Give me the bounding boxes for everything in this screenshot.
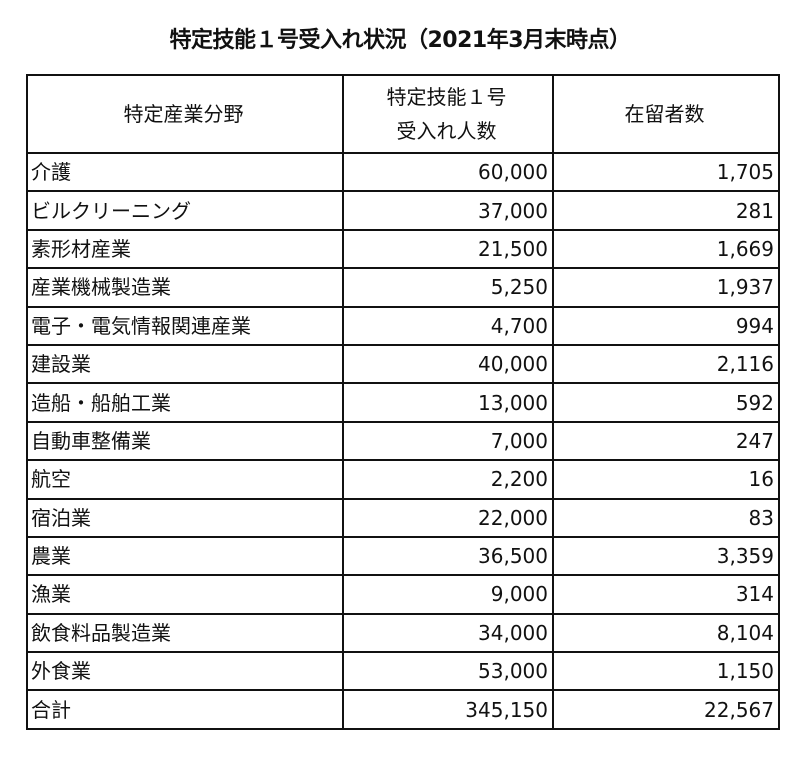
table-row: 農業 36,500 3,359 <box>26 535 780 577</box>
field-cell: 電子・電気情報関連産業 <box>26 305 344 346</box>
quota-cell: 7,000 <box>342 420 554 462</box>
quota-cell: 53,000 <box>342 651 554 692</box>
header-quota-line2: 受入れ人数 <box>396 119 497 143</box>
table-row: ビルクリーニング 37,000 281 <box>26 190 780 231</box>
table-row: 外食業 53,000 1,150 <box>26 651 780 692</box>
field-cell: 造船・船舶工業 <box>26 382 344 423</box>
residents-cell: 994 <box>552 305 780 346</box>
quota-cell: 37,000 <box>342 190 554 231</box>
table-row: 宿泊業 22,000 83 <box>26 497 780 538</box>
acceptance-table: 特定産業分野 特定技能１号 受入れ人数 在留者数 介護 60,000 1,705 ビルク… <box>26 74 780 730</box>
field-cell: 外食業 <box>26 651 344 692</box>
field-cell: 自動車整備業 <box>26 420 344 462</box>
table-row: 漁業 9,000 314 <box>26 574 780 615</box>
residents-cell: 22,567 <box>552 689 780 730</box>
residents-cell: 281 <box>552 190 780 231</box>
quota-cell: 9,000 <box>342 574 554 615</box>
residents-cell: 1,669 <box>552 228 780 270</box>
field-cell: 農業 <box>26 535 344 577</box>
header-quota: 特定技能１号 受入れ人数 <box>342 74 554 154</box>
table-row: 飲食料品製造業 34,000 8,104 <box>26 612 780 654</box>
residents-cell: 3,359 <box>552 535 780 577</box>
residents-cell: 16 <box>552 459 780 500</box>
quota-cell: 2,200 <box>342 459 554 500</box>
page-title: 特定技能１号受入れ状況（2021年3月末時点） <box>169 28 631 53</box>
field-cell: 合計 <box>26 689 344 730</box>
table-row: 介護 60,000 1,705 <box>26 151 780 193</box>
field-cell: 素形材産業 <box>26 228 344 270</box>
quota-cell: 13,000 <box>342 382 554 423</box>
quota-cell: 60,000 <box>342 151 554 193</box>
header-quota-line1: 特定技能１号 <box>386 85 507 109</box>
table-row: 合計 345,150 22,567 <box>26 689 780 730</box>
field-cell: 漁業 <box>26 574 344 615</box>
residents-cell: 2,116 <box>552 343 780 385</box>
quota-cell: 36,500 <box>342 535 554 577</box>
field-cell: 介護 <box>26 151 344 193</box>
quota-cell: 21,500 <box>342 228 554 270</box>
table-row: 造船・船舶工業 13,000 592 <box>26 382 780 423</box>
table-row: 航空 2,200 16 <box>26 459 780 500</box>
quota-cell: 40,000 <box>342 343 554 385</box>
residents-cell: 247 <box>552 420 780 462</box>
residents-cell: 1,705 <box>552 151 780 193</box>
field-cell: ビルクリーニング <box>26 190 344 231</box>
table-row: 産業機械製造業 5,250 1,937 <box>26 267 780 308</box>
table-row: 建設業 40,000 2,116 <box>26 343 780 385</box>
header-residents: 在留者数 <box>552 74 780 154</box>
residents-cell: 8,104 <box>552 612 780 654</box>
quota-cell: 34,000 <box>342 612 554 654</box>
field-cell: 航空 <box>26 459 344 500</box>
table-header-row: 特定産業分野 特定技能１号 受入れ人数 在留者数 <box>26 74 780 154</box>
residents-cell: 1,937 <box>552 267 780 308</box>
residents-cell: 314 <box>552 574 780 615</box>
field-cell: 飲食料品製造業 <box>26 612 344 654</box>
table-row: 素形材産業 21,500 1,669 <box>26 228 780 270</box>
quota-cell: 5,250 <box>342 267 554 308</box>
table-row: 自動車整備業 7,000 247 <box>26 420 780 462</box>
quota-cell: 345,150 <box>342 689 554 730</box>
quota-cell: 22,000 <box>342 497 554 538</box>
quota-cell: 4,700 <box>342 305 554 346</box>
field-cell: 建設業 <box>26 343 344 385</box>
table-row: 電子・電気情報関連産業 4,700 994 <box>26 305 780 346</box>
residents-cell: 83 <box>552 497 780 538</box>
header-field: 特定産業分野 <box>26 74 344 154</box>
residents-cell: 1,150 <box>552 651 780 692</box>
residents-cell: 592 <box>552 382 780 423</box>
field-cell: 産業機械製造業 <box>26 267 344 308</box>
field-cell: 宿泊業 <box>26 497 344 538</box>
